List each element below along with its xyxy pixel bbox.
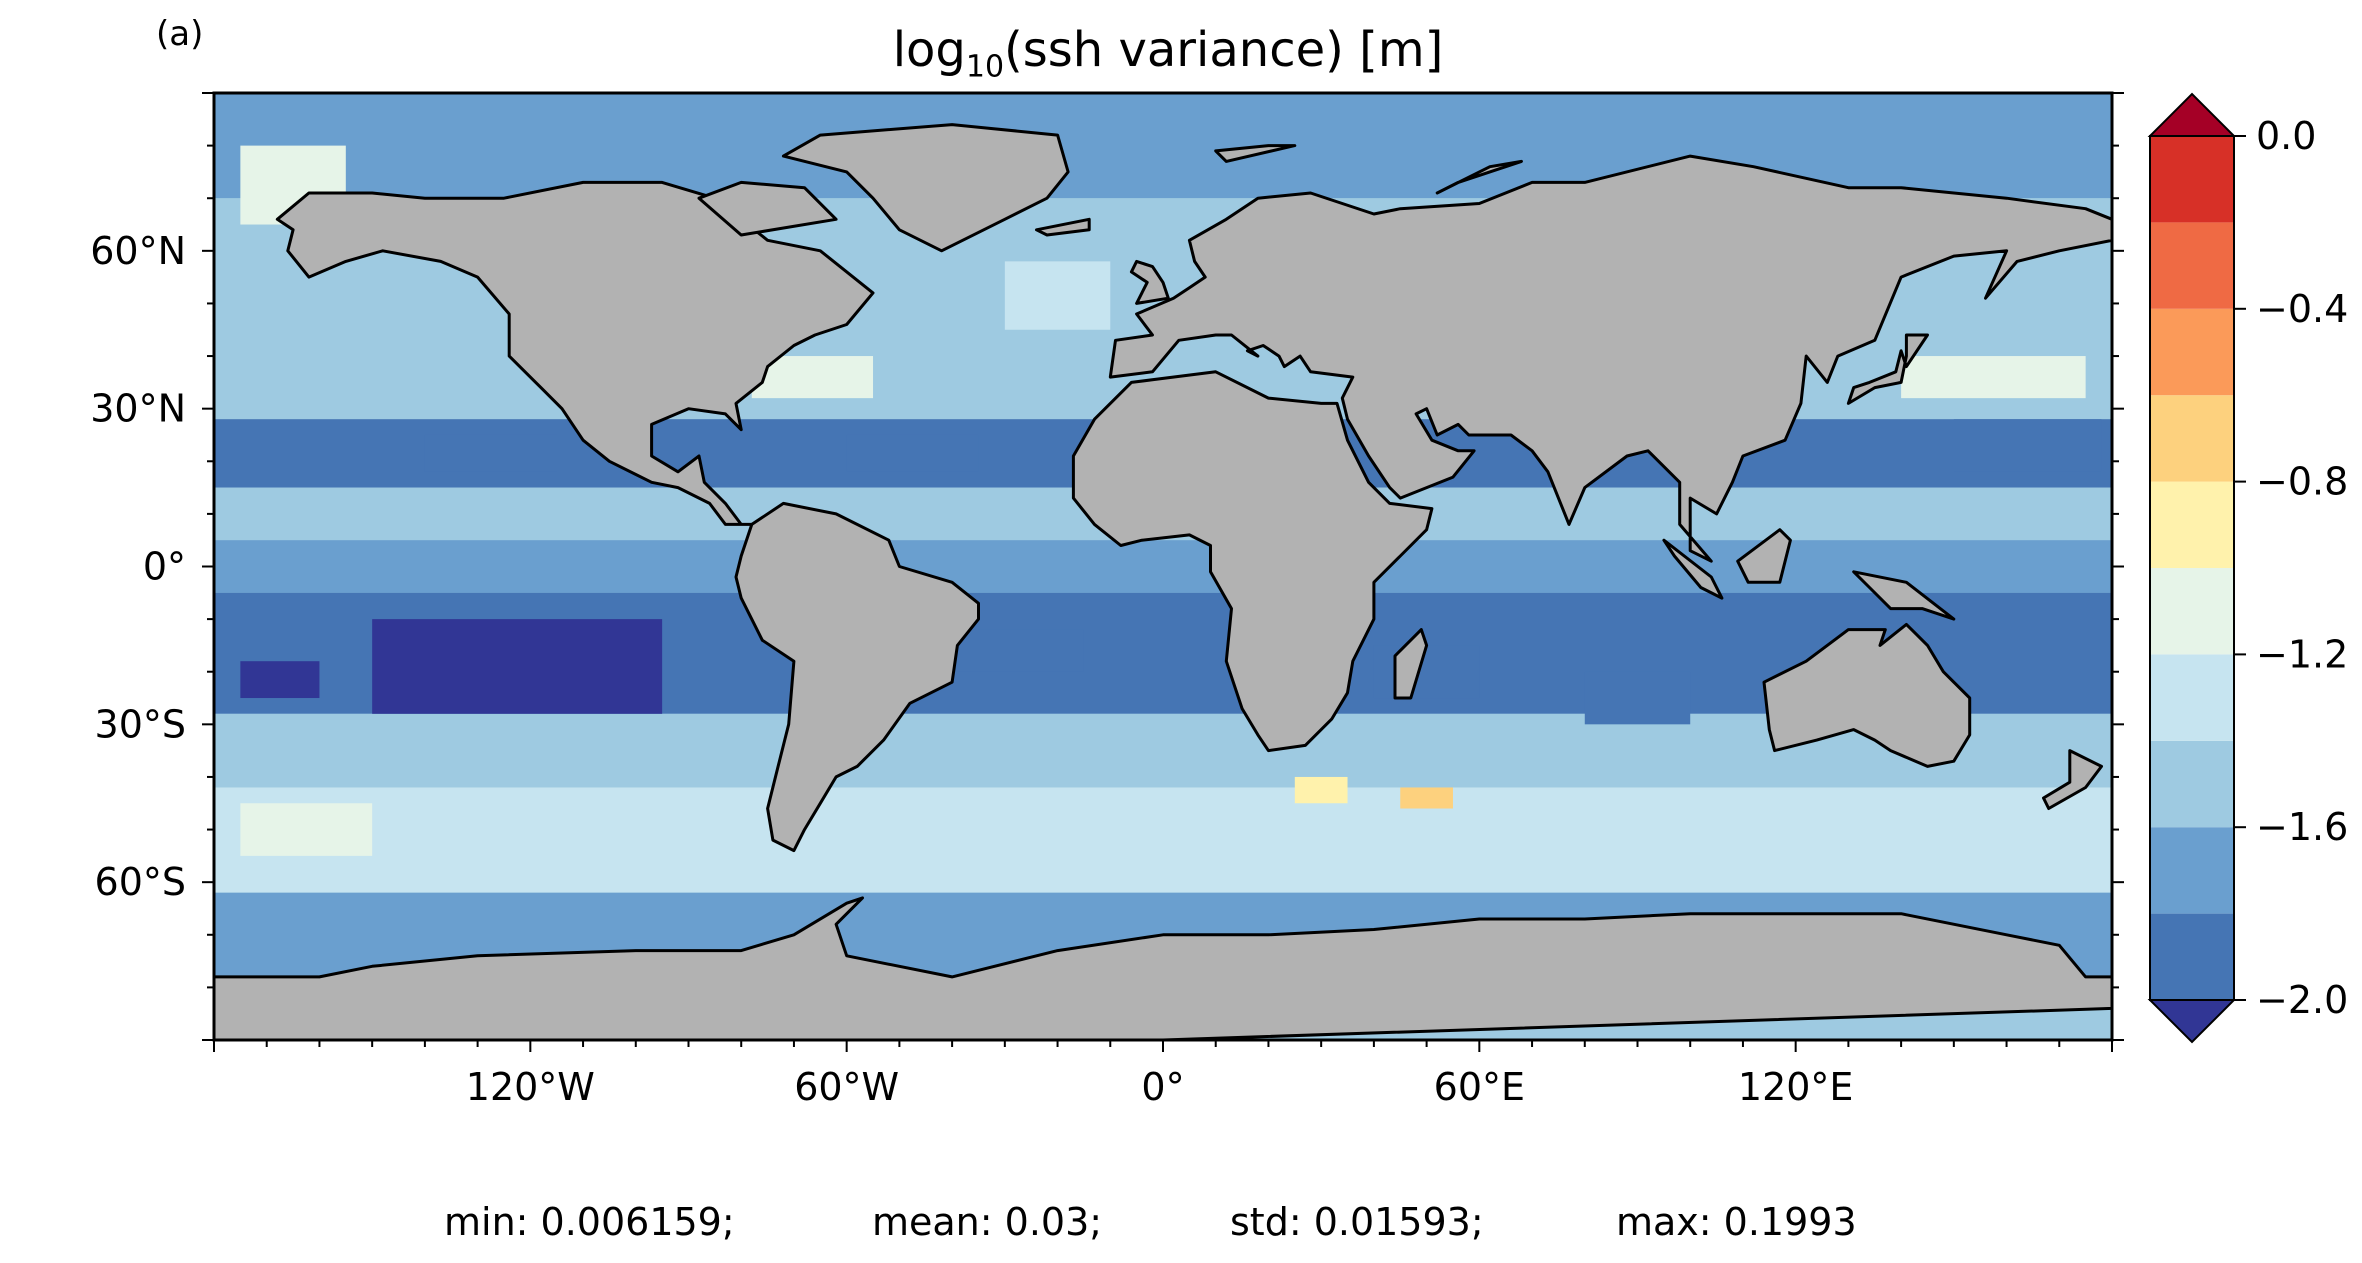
land-australia <box>1762 622 1972 768</box>
land-baffin <box>697 180 838 237</box>
colorbar-segment <box>2150 136 2234 223</box>
y-axis: 60°N 30°N 0° 30°S 60°S <box>90 92 2124 1041</box>
panel-label: (a) <box>156 14 204 54</box>
land-africa <box>1071 370 1434 753</box>
land-japan <box>1846 333 1929 405</box>
land-borneo <box>1736 528 1792 584</box>
colorbar-segment <box>2150 740 2234 828</box>
y-tick-label: 60°S <box>95 860 186 904</box>
title-subscript: 10 <box>965 49 1005 85</box>
colorbar-tick-label: −1.6 <box>2256 805 2348 849</box>
land-new-guinea <box>1852 570 1956 621</box>
land-novaya-zemlya <box>1435 159 1523 195</box>
y-tick-label: 0° <box>143 545 186 589</box>
x-tick-label: 60°W <box>794 1065 899 1109</box>
land-greenland <box>781 123 1070 253</box>
colorbar-segment <box>2150 395 2234 482</box>
x-tick-label: 120°E <box>1738 1065 1854 1109</box>
stat-std: std: 0.01593; <box>1230 1200 1484 1244</box>
field-patch <box>424 434 557 472</box>
colorbar-segment <box>2150 827 2234 914</box>
field-patch <box>1690 803 1902 856</box>
field-band <box>214 540 2112 593</box>
field-patch <box>846 434 979 472</box>
colorbar-tick-label: −1.2 <box>2256 632 2348 676</box>
field-patch <box>1901 356 2086 399</box>
field-patch <box>1004 261 1111 330</box>
colorbar-segment <box>2150 481 2234 568</box>
stat-min: min: 0.006159; <box>444 1200 735 1244</box>
land-new-zealand <box>2042 749 2103 810</box>
colorbar-frame <box>2149 135 2235 1001</box>
land-madagascar <box>1393 628 1429 700</box>
colorbar-segment <box>2150 568 2234 655</box>
statistics-line: min: 0.006159; mean: 0.03; std: 0.01593;… <box>0 1200 2362 1260</box>
land-sumatra <box>1662 538 1724 600</box>
field-patch <box>1953 419 2102 472</box>
land-eurasia <box>1108 154 2112 563</box>
colorbar-tick-label: −0.4 <box>2256 287 2348 331</box>
land-uk <box>1129 259 1170 305</box>
stat-max: max: 0.1993 <box>1616 1200 1857 1244</box>
colorbar-segment <box>2150 308 2234 396</box>
title-prefix: log <box>892 22 966 78</box>
y-tick-label: 60°N <box>90 229 186 273</box>
colorbar-segment <box>2150 654 2234 741</box>
plot-title: log10(ssh variance) [m] <box>893 22 1444 85</box>
field-patch <box>1584 671 1691 725</box>
map-panel: 120°W 60°W 0° 60°E 120°E 60°N 30°N 0° 30°S 60°S <box>90 91 2124 1109</box>
land-iceland <box>1035 217 1091 237</box>
colorbar-tick-label: −0.8 <box>2256 460 2348 504</box>
colorbar-extend-high <box>2147 92 2237 137</box>
colorbar: 0.0 −0.4 −0.8 −1.2 −1.6 −2.0 <box>2147 92 2348 1044</box>
land-mask <box>214 123 2112 1040</box>
land-south-america <box>734 501 980 853</box>
colorbar-tick-label: −2.0 <box>2256 978 2348 1022</box>
field-patch <box>1373 645 1480 699</box>
colorbar-tick-label: 0.0 <box>2256 114 2316 158</box>
field-patch <box>240 661 320 699</box>
colorbar-segment <box>2150 913 2234 1000</box>
x-tick-label: 120°W <box>466 1065 595 1109</box>
x-tick-label: 60°E <box>1434 1065 1525 1109</box>
colorbar-segment <box>2150 222 2234 309</box>
field-patch <box>952 629 1084 672</box>
land-antarctica <box>214 896 2112 1040</box>
y-tick-label: 30°S <box>95 702 186 746</box>
title-suffix: (ssh variance) [m] <box>1004 22 1444 78</box>
x-axis: 120°W 60°W 0° 60°E 120°E <box>213 1040 2113 1109</box>
field-patch <box>1294 776 1348 804</box>
field-patch <box>372 619 663 714</box>
field-patch <box>240 803 373 856</box>
y-tick-label: 30°N <box>90 387 186 431</box>
land-svalbard <box>1214 144 1297 163</box>
field-patch <box>1400 787 1453 809</box>
stat-mean: mean: 0.03; <box>872 1200 1103 1244</box>
colorbar-extend-low <box>2147 999 2237 1044</box>
x-tick-label: 0° <box>1141 1065 1184 1109</box>
